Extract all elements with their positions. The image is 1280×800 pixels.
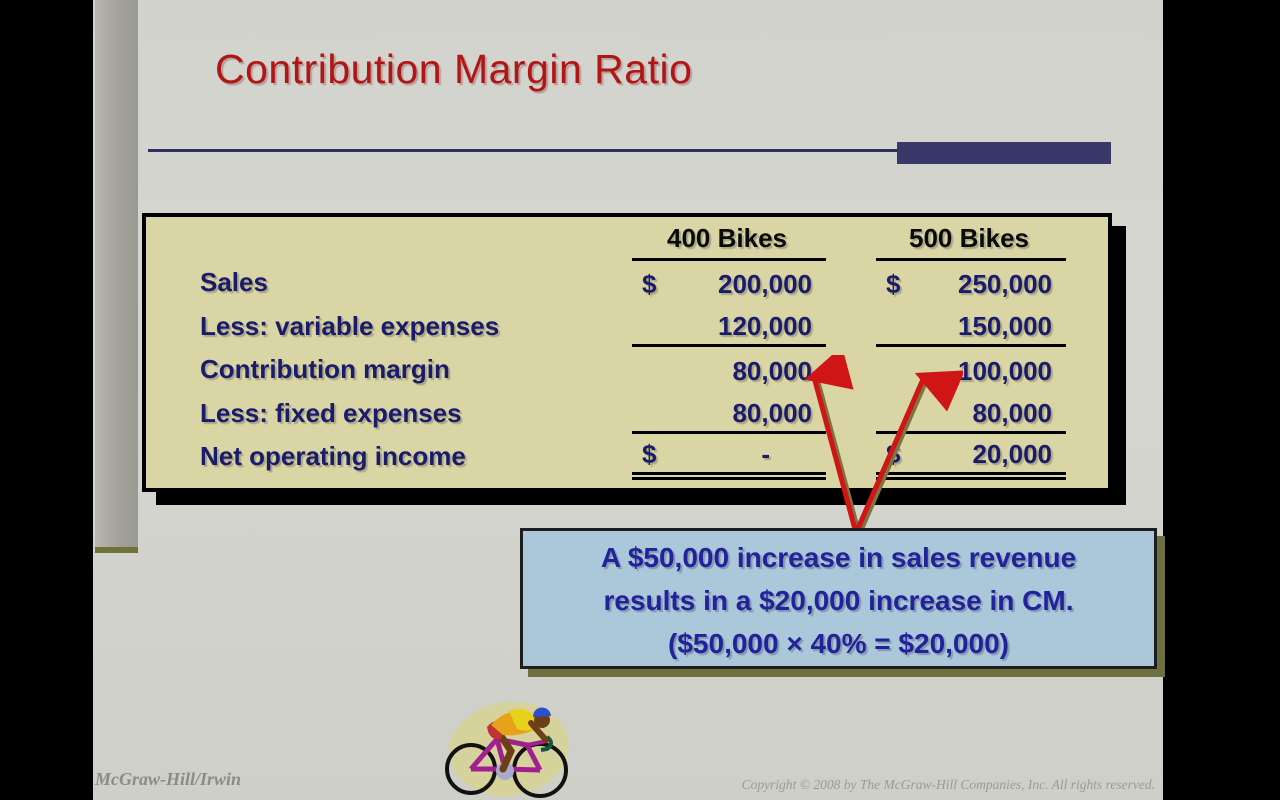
table-row-fixed-expenses: Less: fixed expenses 80,000 80,000 [146, 392, 1108, 436]
cell-sales-400: $200,000 [642, 269, 812, 300]
row-label: Less: fixed expenses [200, 397, 462, 428]
slide-title: Contribution Margin Ratio [215, 46, 693, 92]
table-row-net-operating-income: Net operating income $ - $20,000 [146, 433, 1108, 481]
column-header-400-bikes: 400 Bikes [632, 217, 826, 261]
left-accent-bar [95, 0, 138, 553]
callout-line-3: ($50,000 × 40% = $20,000) [668, 628, 1009, 659]
cell-cm-500: 100,000 [958, 356, 1052, 387]
cyclist-clipart-icon [443, 693, 578, 800]
callout-line-2: results in a $20,000 increase in CM. [603, 585, 1074, 616]
title-accent-rectangle [897, 142, 1111, 164]
row-label: Less: variable expenses [200, 310, 500, 341]
explanation-callout: A $50,000 increase in sales revenue resu… [520, 528, 1157, 669]
table-row-variable-expenses: Less: variable expenses 120,000 150,000 [146, 305, 1108, 349]
callout-line-1: A $50,000 increase in sales revenue [600, 542, 1077, 573]
slide-surface: Contribution Margin Ratio 400 Bikes 500 … [93, 0, 1163, 800]
cell-cm-400: 80,000 [732, 356, 812, 387]
row-label: Net operating income [200, 441, 466, 472]
copyright-notice: Copyright © 2008 by The McGraw-Hill Comp… [741, 777, 1155, 792]
cell-sales-500: $250,000 [886, 269, 1052, 300]
table-header-row: 400 Bikes 500 Bikes [146, 217, 1108, 261]
cell-noi-400: $ - [632, 433, 826, 481]
title-divider-line [148, 149, 1110, 152]
publisher-brand: McGraw-Hill/Irwin [95, 769, 242, 789]
income-statement-table: 400 Bikes 500 Bikes Sales $200,000 $250,… [142, 213, 1112, 492]
row-label: Contribution margin [200, 354, 450, 385]
table-row-sales: Sales $200,000 $250,000 [146, 261, 1108, 305]
table-row-contribution-margin: Contribution margin 80,000 100,000 [146, 348, 1108, 392]
increase-arrows [783, 346, 966, 545]
cell-variable-400: 120,000 [632, 305, 826, 348]
row-label: Sales [200, 267, 268, 298]
cell-fixed-500: 80,000 [876, 392, 1066, 435]
cell-variable-500: 150,000 [876, 305, 1066, 348]
cell-fixed-400: 80,000 [632, 392, 826, 435]
column-header-500-bikes: 500 Bikes [876, 217, 1066, 261]
